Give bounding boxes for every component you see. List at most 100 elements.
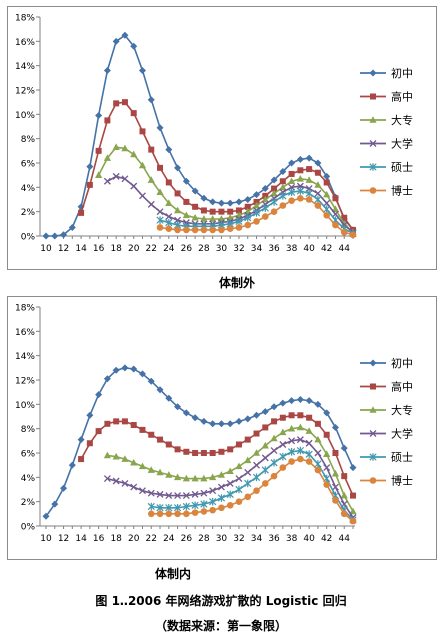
data-point: [314, 400, 322, 408]
data-point: [182, 474, 190, 482]
data-point: [130, 422, 137, 429]
x-tick-label: 44: [339, 244, 351, 254]
series-4: [103, 436, 357, 521]
data-point: [235, 498, 243, 505]
data-point: [121, 455, 129, 462]
data-point: [323, 212, 330, 219]
data-point: [183, 510, 190, 518]
legend-marker: [369, 69, 377, 77]
x-tick-label: 38: [286, 534, 298, 544]
data-point: [226, 420, 234, 428]
x-tick-label: 10: [40, 244, 52, 254]
data-point: [244, 415, 252, 423]
data-point: [121, 99, 128, 106]
data-point: [95, 391, 103, 399]
data-point: [331, 423, 339, 431]
data-point: [157, 436, 164, 443]
x-tick-label: 24: [163, 534, 175, 544]
data-point: [305, 154, 313, 162]
data-point: [112, 477, 120, 485]
data-point: [104, 117, 111, 124]
data-point: [288, 437, 296, 445]
data-point: [340, 229, 348, 236]
data-point: [253, 461, 260, 469]
data-point: [314, 159, 322, 167]
data-point: [244, 221, 252, 229]
data-point: [314, 449, 322, 457]
data-point: [200, 474, 208, 482]
legend-marker: [369, 359, 377, 367]
data-point: [323, 199, 331, 207]
data-point: [323, 481, 330, 488]
data-point: [174, 446, 181, 453]
data-point: [297, 412, 304, 419]
data-point: [227, 446, 234, 453]
data-point: [130, 458, 138, 466]
y-tick-label: 0%: [21, 523, 36, 533]
data-point: [305, 185, 313, 193]
y-tick-label: 10%: [15, 401, 35, 411]
data-point: [156, 510, 164, 518]
data-point: [341, 473, 348, 480]
data-point: [103, 475, 111, 483]
data-point: [226, 502, 234, 509]
data-point: [148, 146, 155, 153]
data-point: [332, 497, 339, 504]
data-point: [103, 154, 111, 161]
y-tick-label: 6%: [21, 450, 36, 460]
data-point: [165, 394, 173, 402]
data-point: [78, 209, 85, 216]
data-point: [174, 226, 181, 234]
data-point: [305, 397, 313, 405]
data-point: [349, 517, 357, 525]
x-tick-label: 38: [286, 244, 298, 254]
data-point: [279, 414, 286, 421]
data-point: [174, 510, 181, 518]
data-point: [121, 31, 129, 39]
data-point: [270, 208, 278, 215]
data-point: [305, 427, 313, 434]
data-point: [192, 203, 199, 210]
data-point: [244, 479, 252, 488]
y-tick-label: 16%: [15, 38, 35, 48]
data-point: [305, 196, 313, 203]
data-point: [209, 450, 216, 456]
data-point: [173, 206, 182, 214]
data-point: [139, 487, 146, 495]
x-tick-label: 12: [58, 534, 69, 544]
data-point: [341, 214, 348, 221]
data-point: [95, 112, 103, 120]
y-tick-label: 8%: [21, 425, 36, 435]
data-point: [165, 471, 173, 478]
data-point: [261, 185, 269, 193]
legend-marker: [370, 93, 376, 100]
data-point: [217, 420, 225, 428]
legend-item: 博士: [360, 185, 413, 198]
data-point: [112, 143, 120, 150]
y-tick-label: 2%: [21, 208, 36, 218]
data-point: [147, 489, 155, 497]
x-tick-label: 36: [268, 534, 280, 544]
data-point: [288, 197, 295, 205]
data-point: [95, 171, 103, 178]
legend-marker: [369, 187, 377, 194]
data-point: [209, 215, 217, 222]
data-point: [226, 490, 234, 499]
data-point: [130, 42, 138, 50]
data-point: [182, 502, 190, 511]
data-point: [51, 500, 59, 508]
data-point: [78, 456, 85, 463]
data-point: [288, 183, 296, 191]
data-point: [147, 176, 155, 183]
data-point: [314, 169, 321, 176]
x-tick-label: 30: [216, 534, 228, 544]
legend-label: 大学: [391, 427, 413, 441]
data-point: [148, 431, 155, 438]
data-point: [297, 455, 304, 463]
data-point: [296, 155, 304, 163]
x-tick-label: 28: [198, 244, 210, 254]
y-tick-label: 14%: [15, 62, 35, 72]
data-point: [296, 182, 304, 190]
data-point: [174, 190, 181, 197]
data-point: [86, 181, 93, 188]
